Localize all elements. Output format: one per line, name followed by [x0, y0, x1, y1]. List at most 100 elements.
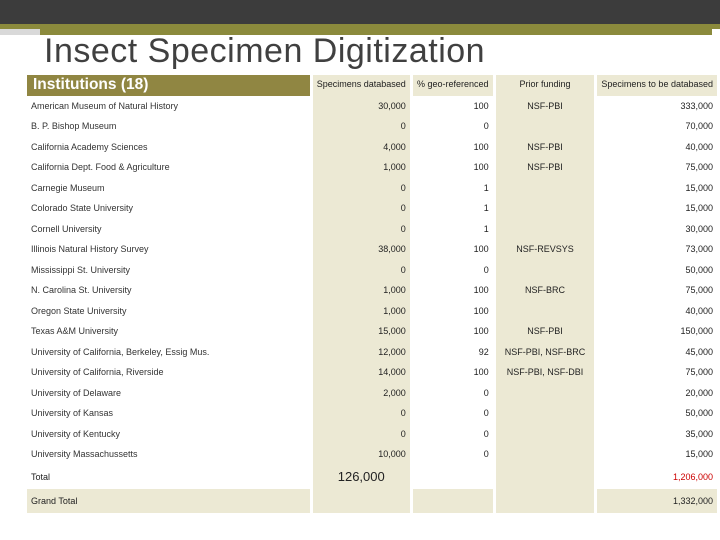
specimens-databased-cell: 30,000 — [312, 95, 410, 116]
georeferenced-cell: 1 — [412, 198, 493, 219]
table-row: California Dept. Food & Agriculture 1,000… — [27, 157, 717, 178]
institution-name: California Academy Sciences — [31, 141, 148, 152]
table-row: University of California, Berkeley, Essi… — [27, 341, 717, 362]
table-row: Illinois Natural History Survey 38,000 100… — [27, 239, 717, 260]
prior-funding-cell: NSF-PBI — [495, 95, 595, 116]
institution-name: Illinois Natural History Survey — [31, 244, 149, 255]
institution-name: University of Kentucky — [31, 428, 121, 439]
specimens-to-be-databased-cell: 35,000 — [597, 423, 717, 444]
grand-total-specimens-to-be-databased: 1,332,000 — [597, 488, 717, 513]
prior-funding-cell — [495, 177, 595, 198]
institution-name: Carnegie Museum — [31, 182, 105, 193]
specimens-databased-cell: 1,000 — [312, 280, 410, 301]
specimens-to-be-databased-cell: 50,000 — [597, 259, 717, 280]
specimens-to-be-databased-cell: 75,000 — [597, 362, 717, 383]
georeferenced-cell: 100 — [412, 157, 493, 178]
prior-funding-cell: NSF-PBI, NSF-DBI — [495, 362, 595, 383]
prior-funding-cell — [495, 218, 595, 239]
georeferenced-cell: 92 — [412, 341, 493, 362]
specimens-to-be-databased-cell: 75,000 — [597, 280, 717, 301]
table-row: American Museum of Natural History 30,000… — [27, 95, 717, 116]
total-specimens-to-be-databased: 1,206,000 — [597, 464, 717, 489]
prior-funding-cell: NSF-BRC — [495, 280, 595, 301]
total-georeferenced-blank — [412, 464, 493, 489]
specimens-databased-cell: 14,000 — [312, 362, 410, 383]
specimens-databased-cell: 10,000 — [312, 444, 410, 465]
grand-total-row: Grand Total 1,332,000 — [27, 488, 717, 513]
specimen-table: Institutions (18) Specimens databased % … — [24, 75, 720, 513]
header-institutions: Institutions (18) — [27, 75, 310, 96]
total-row: Total 126,000 1,206,000 — [27, 464, 717, 489]
prior-funding-cell — [495, 403, 595, 424]
table-header-row: Institutions (18) Specimens databased % … — [27, 75, 717, 96]
grand-total-databased-blank — [312, 488, 410, 513]
prior-funding-cell — [495, 444, 595, 465]
specimens-databased-cell: 0 — [312, 259, 410, 280]
total-funding-blank — [495, 464, 595, 489]
georeferenced-cell: 100 — [412, 280, 493, 301]
prior-funding-cell: NSF-REVSYS — [495, 239, 595, 260]
georeferenced-cell: 100 — [412, 239, 493, 260]
institution-name: Oregon State University — [31, 305, 127, 316]
institution-name: Mississippi St. University — [31, 264, 131, 275]
specimens-databased-cell: 1,000 — [312, 157, 410, 178]
specimens-databased-cell: 0 — [312, 218, 410, 239]
prior-funding-cell — [495, 300, 595, 321]
georeferenced-cell: 0 — [412, 116, 493, 137]
specimens-to-be-databased-cell: 40,000 — [597, 136, 717, 157]
top-bar-accent-thick — [40, 24, 712, 35]
table-row: B. P. Bishop Museum 0 0 70,000 — [27, 116, 717, 137]
georeferenced-cell: 0 — [412, 259, 493, 280]
table-row: Carnegie Museum 0 1 15,000 — [27, 177, 717, 198]
table-row: University of California, Riverside 14,00… — [27, 362, 717, 383]
specimens-databased-cell: 0 — [312, 423, 410, 444]
institution-name: University of Delaware — [31, 387, 122, 398]
georeferenced-cell: 1 — [412, 218, 493, 239]
specimens-to-be-databased-cell: 75,000 — [597, 157, 717, 178]
institution-name: Texas A&M University — [31, 326, 119, 337]
total-label: Total — [31, 471, 51, 482]
table-row: University of Kansas 0 0 50,000 — [27, 403, 717, 424]
institution-name: N. Carolina St. University — [31, 285, 132, 296]
top-bar-light-segment — [0, 29, 40, 35]
slide-title: Insect Specimen Digitization — [44, 32, 486, 70]
georeferenced-cell: 0 — [412, 444, 493, 465]
prior-funding-cell — [495, 382, 595, 403]
specimens-to-be-databased-cell: 45,000 — [597, 341, 717, 362]
georeferenced-cell: 0 — [412, 423, 493, 444]
specimens-databased-cell: 12,000 — [312, 341, 410, 362]
specimens-to-be-databased-cell: 50,000 — [597, 403, 717, 424]
specimens-to-be-databased-cell: 15,000 — [597, 198, 717, 219]
header-specimens-to-be-databased: Specimens to be databased — [597, 75, 717, 96]
specimens-databased-cell: 2,000 — [312, 382, 410, 403]
grand-total-label: Grand Total — [27, 488, 310, 513]
specimens-to-be-databased-cell: 70,000 — [597, 116, 717, 137]
prior-funding-cell — [495, 198, 595, 219]
table-row: California Academy Sciences 4,000 100 NSF-P… — [27, 136, 717, 157]
total-specimens-databased: 126,000 — [312, 464, 410, 489]
prior-funding-cell: NSF-PBI, NSF-BRC — [495, 341, 595, 362]
table-row: University of Kentucky 0 0 35,000 — [27, 423, 717, 444]
table-row: University of Delaware 2,000 0 20,000 — [27, 382, 717, 403]
table-row: Oregon State University 1,000 100 40,000 — [27, 300, 717, 321]
header-specimens-databased: Specimens databased — [312, 75, 410, 96]
specimens-to-be-databased-cell: 30,000 — [597, 218, 717, 239]
institution-name: California Dept. Food & Agriculture — [31, 162, 170, 173]
specimens-to-be-databased-cell: 15,000 — [597, 177, 717, 198]
top-bar-dark — [0, 0, 720, 24]
institution-name: University of California, Riverside — [31, 367, 164, 378]
georeferenced-cell: 0 — [412, 403, 493, 424]
grand-total-georeferenced-blank — [412, 488, 493, 513]
specimens-databased-cell: 15,000 — [312, 321, 410, 342]
institution-name: University of California, Berkeley, Essi… — [31, 346, 210, 357]
specimens-databased-cell: 0 — [312, 116, 410, 137]
prior-funding-cell: NSF-PBI — [495, 157, 595, 178]
table-body: American Museum of Natural History 30,000… — [27, 95, 717, 513]
specimens-to-be-databased-cell: 73,000 — [597, 239, 717, 260]
specimens-databased-cell: 0 — [312, 198, 410, 219]
grand-total-funding-blank — [495, 488, 595, 513]
specimens-databased-cell: 0 — [312, 403, 410, 424]
table-row: Cornell University 0 1 30,000 — [27, 218, 717, 239]
specimens-databased-cell: 1,000 — [312, 300, 410, 321]
georeferenced-cell: 100 — [412, 95, 493, 116]
